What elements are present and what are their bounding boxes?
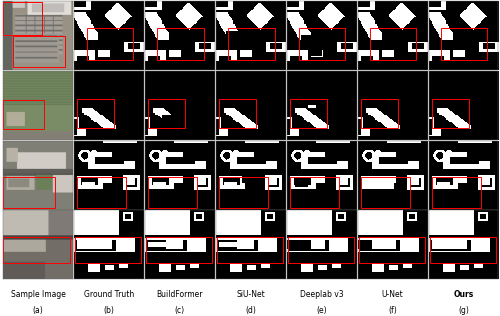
Bar bbox=[228, 27, 274, 60]
Bar bbox=[3, 177, 56, 208]
Bar bbox=[146, 237, 212, 263]
Bar bbox=[359, 237, 425, 263]
Bar bbox=[220, 99, 256, 128]
Bar bbox=[441, 27, 488, 60]
Bar bbox=[361, 99, 398, 128]
Text: (b): (b) bbox=[104, 306, 115, 315]
Bar bbox=[76, 237, 141, 263]
Text: (a): (a) bbox=[32, 306, 44, 315]
Bar bbox=[220, 177, 268, 208]
Bar bbox=[361, 177, 410, 208]
Bar bbox=[288, 237, 354, 263]
Text: (d): (d) bbox=[246, 306, 256, 315]
Bar bbox=[13, 36, 64, 67]
Text: Ground Truth: Ground Truth bbox=[84, 290, 134, 299]
Bar bbox=[370, 27, 416, 60]
Text: Sample Image: Sample Image bbox=[10, 290, 66, 299]
Text: (g): (g) bbox=[458, 306, 469, 315]
Text: Deeplab v3: Deeplab v3 bbox=[300, 290, 344, 299]
Bar bbox=[290, 99, 328, 128]
Bar bbox=[430, 237, 496, 263]
Bar bbox=[3, 237, 70, 263]
Text: SiU-Net: SiU-Net bbox=[236, 290, 265, 299]
Bar bbox=[148, 177, 198, 208]
Text: (f): (f) bbox=[388, 306, 397, 315]
Text: (c): (c) bbox=[175, 306, 185, 315]
Text: U-Net: U-Net bbox=[382, 290, 404, 299]
Bar bbox=[217, 237, 283, 263]
Text: Ours: Ours bbox=[454, 290, 473, 299]
Bar bbox=[158, 27, 204, 60]
Bar bbox=[78, 99, 114, 128]
Bar bbox=[78, 177, 126, 208]
Text: BuildFormer: BuildFormer bbox=[156, 290, 203, 299]
Bar bbox=[432, 177, 481, 208]
Bar bbox=[148, 99, 186, 128]
Bar bbox=[300, 27, 346, 60]
Bar bbox=[3, 100, 43, 129]
Text: (e): (e) bbox=[316, 306, 327, 315]
Bar bbox=[432, 99, 469, 128]
Bar bbox=[290, 177, 339, 208]
Bar bbox=[86, 27, 132, 60]
Bar bbox=[3, 2, 42, 35]
